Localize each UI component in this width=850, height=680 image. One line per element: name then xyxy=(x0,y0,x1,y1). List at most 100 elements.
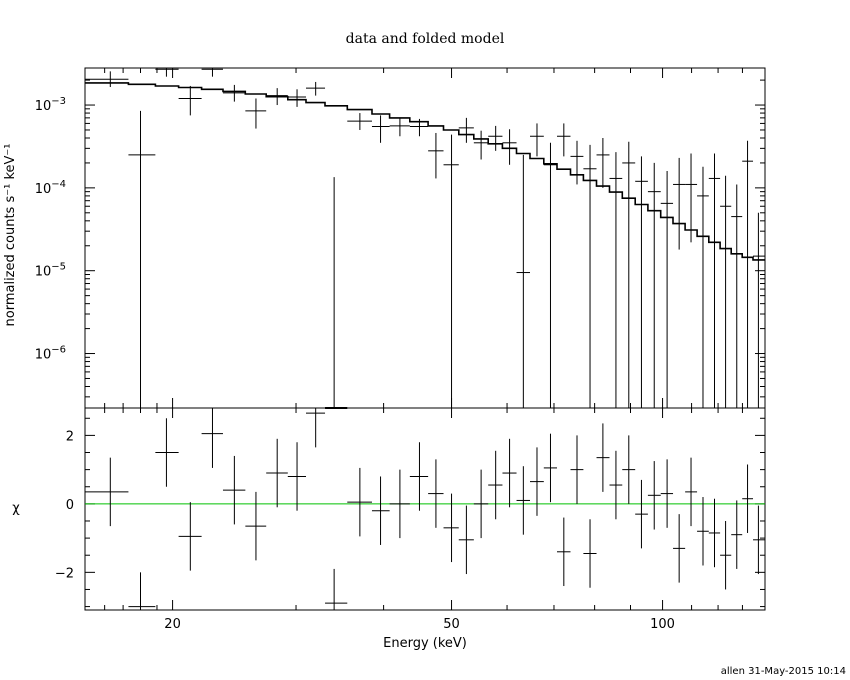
residual-data-point xyxy=(720,520,732,590)
x-axis-label: Energy (keV) xyxy=(383,636,467,651)
spectrum-data-point xyxy=(609,152,623,408)
residual-data-point xyxy=(570,435,584,504)
footer-timestamp: allen 31-May-2015 10:14 xyxy=(721,666,846,677)
spectrum-axis-ticks xyxy=(84,68,766,408)
y-tick-label: 2 xyxy=(66,429,74,444)
spectrum-data-point xyxy=(266,88,288,106)
y-tick-label: 10−3 xyxy=(35,96,66,114)
residual-data-point xyxy=(697,497,709,566)
spectrum-data-points xyxy=(85,68,765,409)
spectrum-data-point xyxy=(502,129,517,165)
y-tick-label: −2 xyxy=(55,566,74,581)
residual-data-point xyxy=(583,519,597,588)
residual-data-point xyxy=(245,491,267,561)
spectrum-data-point xyxy=(583,144,597,408)
spectrum-data-point xyxy=(742,140,754,408)
spectrum-data-point xyxy=(635,156,648,408)
residual-data-point xyxy=(458,505,474,575)
residuals-plot-frame xyxy=(84,407,766,611)
residuals-data-points xyxy=(85,408,765,610)
x-tick-label: 50 xyxy=(443,617,460,632)
residual-data-point xyxy=(266,438,288,508)
folded-model-step xyxy=(85,82,765,261)
spectrum-data-point xyxy=(287,89,307,107)
spectrum-data-point xyxy=(543,142,558,408)
spectrum-data-point xyxy=(325,177,348,409)
x-tick-label: 100 xyxy=(650,617,675,632)
spectrum-data-point xyxy=(428,132,444,179)
spectrum-data-point xyxy=(201,68,223,77)
residual-data-point xyxy=(473,469,489,539)
y-tick-base: 10 xyxy=(35,99,52,114)
spectrum-data-point xyxy=(753,212,765,408)
residual-data-point xyxy=(660,459,674,528)
residual-data-point xyxy=(222,455,246,525)
y-tick-label: 0 xyxy=(66,498,74,513)
residual-data-point xyxy=(201,408,223,468)
residual-data-point xyxy=(622,435,636,504)
residuals-y-axis-label: χ xyxy=(12,501,20,516)
spectrum-data-point xyxy=(720,175,732,408)
spectrum-data-point xyxy=(347,113,372,130)
spectrum-data-point xyxy=(685,153,698,243)
spectrum-data-point xyxy=(596,138,610,188)
residual-data-point xyxy=(306,408,326,448)
residuals-panel: 2 0 −2 2 0 50 100 xyxy=(55,407,766,632)
spectrum-data-point xyxy=(708,153,721,408)
spectrum-data-point xyxy=(673,157,686,250)
residual-data-point xyxy=(516,466,531,535)
spectrum-data-point xyxy=(389,117,410,137)
residual-data-point xyxy=(673,514,686,583)
residual-data-point xyxy=(530,447,544,516)
spectrum-data-point xyxy=(647,162,661,408)
y-tick-exponent: −5 xyxy=(51,262,66,273)
y-tick-base: 10 xyxy=(35,265,52,280)
residual-data-point xyxy=(85,457,129,527)
y-tick-base: 10 xyxy=(35,348,52,363)
spectrum-panel: 10−310−410−510−6 xyxy=(35,67,766,409)
residuals-axis-ticks xyxy=(84,408,766,610)
spectrum-data-point xyxy=(622,141,636,408)
spectrum-data-point xyxy=(245,98,267,129)
residual-data-point xyxy=(502,438,517,508)
spectrum-data-point xyxy=(443,134,459,408)
residual-data-point xyxy=(128,572,156,610)
y-tick-label: 10−4 xyxy=(35,179,66,197)
residual-data-point xyxy=(647,461,661,530)
spectrum-data-point xyxy=(409,118,429,137)
residual-data-point xyxy=(155,418,179,487)
spectrum-data-point xyxy=(371,115,390,143)
residual-data-point xyxy=(753,505,765,575)
residual-data-point xyxy=(543,433,558,503)
spectrum-data-point xyxy=(155,68,179,77)
residual-data-point xyxy=(609,450,623,520)
spectrum-data-point xyxy=(458,117,474,143)
residual-data-point xyxy=(428,459,444,528)
chart-title: data and folded model xyxy=(346,31,505,47)
spectrum-data-point xyxy=(516,154,531,408)
residual-data-point xyxy=(371,476,390,545)
spectrum-data-point xyxy=(570,140,584,185)
residual-data-point xyxy=(742,464,754,533)
y-tick-label: 10−6 xyxy=(35,345,66,363)
spectrum-y-tick-labels: 10−310−410−510−6 xyxy=(35,96,66,362)
residual-data-point xyxy=(708,498,721,568)
folded-model-line xyxy=(85,82,765,261)
spectrum-data-point xyxy=(697,166,709,408)
residual-data-point xyxy=(488,450,503,520)
y-tick-exponent: −6 xyxy=(51,345,66,356)
spectrum-y-axis-label: normalized counts s⁻¹ keV⁻¹ xyxy=(3,144,18,327)
residual-data-point xyxy=(596,423,610,492)
residual-data-point xyxy=(557,517,571,587)
x-tick-labels: 20 50 100 xyxy=(164,617,675,632)
residual-data-point xyxy=(347,467,372,537)
spectrum-plot-frame xyxy=(84,67,766,409)
spectrum-data-point xyxy=(557,123,571,157)
spectrum-data-point xyxy=(222,84,246,102)
residual-data-point xyxy=(443,493,459,563)
residuals-y-tick-labels: 2 0 −2 xyxy=(55,429,74,581)
residual-data-point xyxy=(325,568,348,610)
y-tick-label: 10−5 xyxy=(35,262,66,280)
y-tick-exponent: −3 xyxy=(51,96,66,107)
